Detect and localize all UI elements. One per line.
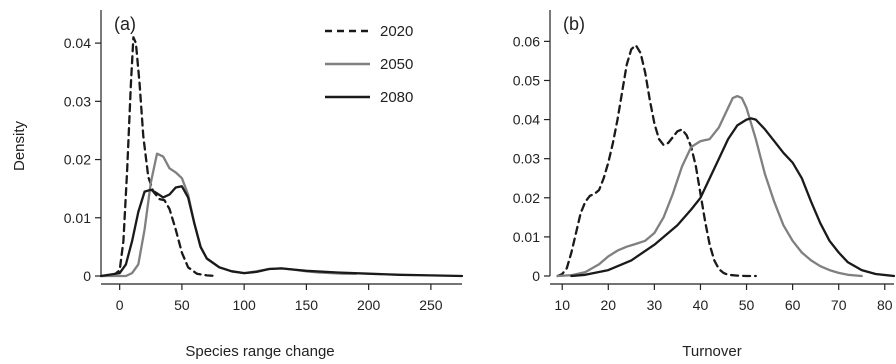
panel-b-series-2080: [570, 117, 896, 278]
legend-label-2050: 2050: [380, 56, 413, 73]
panel-b-y-ticks: 0 0.01 0.02 0.03 0.04 0.05 0.06: [513, 33, 550, 284]
panel-a-y-axis-label: Density: [11, 120, 28, 171]
panel-b-x-tick-label: 50: [739, 297, 755, 313]
panel-a-x-tick-label: 200: [357, 297, 381, 313]
panel-b-x-tick-label: 70: [831, 297, 847, 313]
panel-a-x-tick-label: 250: [419, 297, 443, 313]
panel-b-y-tick-label: 0.01: [513, 229, 540, 245]
panel-a-y-tick-label: 0.01: [64, 210, 91, 226]
panel-a: 0 0.01 0.02 0.03 0.04 0 50 100 150 200 250 (a) Sp…: [11, 10, 464, 360]
panel-b-series-2020: [556, 44, 757, 278]
panel-b-x-tick-label: 60: [785, 297, 801, 313]
panel-b-y-tick-label: 0.06: [513, 33, 540, 49]
panel-b-label: (b): [563, 14, 585, 34]
legend: 2020 2050 2080: [325, 23, 413, 106]
panel-a-x-tick-label: 50: [174, 297, 190, 313]
panel-b-series-2050: [556, 94, 863, 278]
panel-a-series-2080: [99, 185, 464, 278]
panel-b-x-axis-label: Turnover: [682, 343, 741, 360]
panel-b-x-tick-label: 80: [877, 297, 893, 313]
panel-a-series-2020: [99, 36, 218, 278]
panel-b-x-tick-label: 10: [554, 297, 570, 313]
panel-a-x-tick-label: 0: [116, 297, 124, 313]
panel-b-series: [556, 44, 896, 278]
panel-b-x-tick-label: 20: [601, 297, 617, 313]
legend-label-2080: 2080: [380, 89, 413, 106]
panel-b-y-tick-label: 0.02: [513, 190, 540, 206]
panel-b-y-tick-label: 0: [532, 268, 540, 284]
panel-b: 0 0.01 0.02 0.03 0.04 0.05 0.06 10 20 30 40 50 60 70…: [513, 10, 896, 360]
panel-b-y-tick-label: 0.05: [513, 72, 540, 88]
panel-a-x-axis-label: Species range change: [185, 343, 334, 360]
panel-a-y-tick-label: 0: [83, 268, 91, 284]
panel-a-series-2050: [99, 152, 358, 278]
panel-b-x-tick-label: 40: [693, 297, 709, 313]
legend-label-2020: 2020: [380, 23, 413, 40]
panel-b-x-ticks: 10 20 30 40 50 60 70 80: [554, 284, 893, 313]
panel-a-y-ticks: 0 0.01 0.02 0.03 0.04: [64, 35, 101, 284]
panel-a-label: (a): [114, 14, 136, 34]
panel-b-y-tick-label: 0.03: [513, 151, 540, 167]
panel-a-y-tick-label: 0.03: [64, 93, 91, 109]
panel-b-y-tick-label: 0.04: [513, 112, 540, 128]
panel-a-y-tick-label: 0.02: [64, 152, 91, 168]
panel-a-x-ticks: 0 50 100 150 200 250: [116, 284, 443, 313]
panel-a-x-tick-label: 150: [295, 297, 319, 313]
panel-a-y-tick-label: 0.04: [64, 35, 91, 51]
panel-a-series: [99, 36, 464, 278]
panel-b-x-tick-label: 30: [647, 297, 663, 313]
panel-a-x-tick-label: 100: [232, 297, 256, 313]
